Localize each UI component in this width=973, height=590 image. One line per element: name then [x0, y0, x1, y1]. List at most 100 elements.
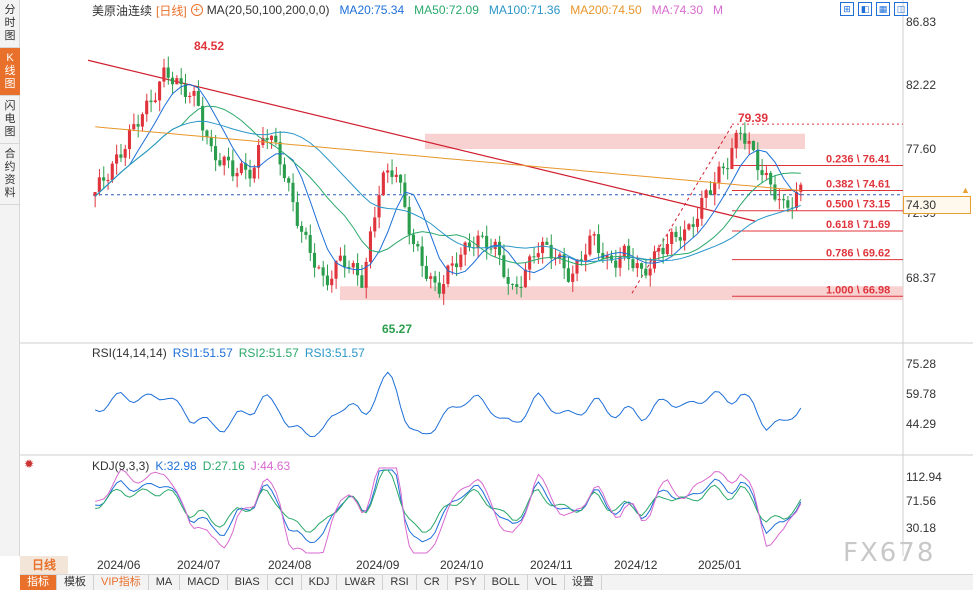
tab-settings[interactable]: 设置	[565, 575, 602, 590]
candle-body	[450, 263, 454, 266]
add-icon[interactable]: +	[190, 4, 203, 16]
candle-body	[399, 174, 403, 183]
kdj-header: KDJ(9,3,3) K:32.98 D:27.16 J:44.63	[92, 459, 290, 473]
candle-body	[325, 275, 329, 286]
candle-body	[506, 277, 510, 284]
tab-cci[interactable]: CCI	[268, 575, 302, 590]
tab-psy[interactable]: PSY	[448, 575, 485, 590]
candle-body	[166, 67, 170, 78]
side-tab-flash[interactable]: 闪电图	[0, 96, 20, 144]
candle-body	[734, 132, 738, 149]
candle-body	[209, 137, 213, 147]
tab-vip-indicator[interactable]: VIP指标	[94, 575, 149, 590]
candle-body	[334, 260, 338, 279]
tab-macd[interactable]: MACD	[180, 575, 228, 590]
candle-body	[674, 231, 678, 238]
side-tab-strip: 分时图 K线图 闪电图 合约资料	[0, 0, 20, 556]
period-tab-daily[interactable]: 日线	[20, 556, 68, 574]
candle-body	[541, 241, 545, 254]
candle-body	[312, 252, 317, 268]
grid-tool-icon[interactable]: ▦	[876, 2, 890, 16]
candle-body	[252, 167, 256, 179]
candle-body	[132, 124, 136, 130]
rsi-line	[95, 371, 802, 438]
fib-label: 0.786 \ 69.62	[826, 248, 890, 260]
tab-vol[interactable]: VOL	[528, 575, 565, 590]
low-annotation: 65.27	[382, 322, 412, 336]
watermark-logo: FX678	[843, 538, 936, 568]
m-mark: M	[713, 3, 724, 17]
candle-body	[661, 247, 665, 255]
x-axis-tick: 2024/08	[268, 558, 312, 572]
resistance-zone	[425, 133, 805, 149]
candle-body	[713, 182, 717, 195]
kdj-k-line	[95, 469, 802, 544]
candle-body	[566, 268, 570, 282]
candle-body	[644, 268, 648, 276]
candle-body	[442, 284, 446, 294]
main-axis-tick: 82.22	[906, 78, 937, 92]
candle-body	[390, 170, 394, 177]
trend-line	[87, 59, 756, 222]
ma200-value: MA200:74.50	[570, 3, 642, 17]
candle-body	[407, 207, 411, 235]
candle-body	[588, 235, 592, 255]
candle-body	[605, 255, 609, 259]
tab-indicator[interactable]: 指标	[20, 575, 57, 590]
candle-body	[476, 235, 480, 248]
tab-bias[interactable]: BIAS	[228, 575, 268, 590]
tab-boll[interactable]: BOLL	[485, 575, 528, 590]
candle-body	[411, 234, 416, 245]
candle-body	[614, 260, 618, 268]
candle-body	[571, 273, 575, 282]
high-annotation: 84.52	[194, 39, 224, 53]
candle-body	[386, 170, 390, 173]
panel-tool-icon[interactable]: ◫	[894, 2, 908, 16]
chart-canvas[interactable]: 0.236 \ 76.41 0.382 \ 74.61 0.500 \ 73.15 0…	[20, 0, 973, 556]
candle-body	[424, 265, 428, 279]
candle-body	[248, 169, 252, 179]
gear-icon[interactable]: ✹	[24, 457, 35, 471]
tab-cr[interactable]: CR	[417, 575, 448, 590]
candle-body	[639, 263, 644, 269]
candle-body	[579, 259, 583, 261]
fib-anchor-line	[631, 125, 733, 294]
tab-ma[interactable]: MA	[149, 575, 181, 590]
period-tag[interactable]: [日线]	[156, 3, 187, 18]
candle-body	[502, 255, 506, 278]
candle-body	[93, 191, 97, 197]
candle-body	[218, 160, 222, 166]
candle-body	[760, 170, 764, 176]
candle-body	[136, 124, 140, 127]
candle-body	[321, 267, 325, 276]
candle-body	[188, 95, 192, 97]
candle-body	[726, 168, 730, 170]
candle-body	[231, 160, 235, 177]
x-axis-tick: 2024/10	[440, 558, 484, 572]
tab-kdj[interactable]: KDJ	[302, 575, 338, 590]
candle-body	[420, 246, 424, 266]
ma100-value: MA100:71.36	[488, 3, 561, 17]
candle-body	[751, 140, 755, 151]
side-tab-contract-info[interactable]: 合约资料	[0, 144, 20, 205]
crosshair-tool-icon[interactable]: ⊞	[840, 2, 854, 16]
candle-body	[454, 263, 459, 268]
tab-template[interactable]: 模板	[57, 575, 94, 590]
candle-body	[123, 149, 127, 158]
side-tab-timeshare[interactable]: 分时图	[0, 0, 20, 48]
candle-body	[338, 255, 342, 261]
candle-body	[153, 100, 157, 103]
tab-rsi[interactable]: RSI	[383, 575, 417, 590]
instrument-name: 美原油连续	[92, 3, 153, 18]
candle-body	[687, 224, 691, 230]
layout-tool-icon[interactable]: ◧	[858, 2, 872, 16]
ma200-line	[95, 126, 801, 191]
x-axis-tick: 2024/06	[97, 558, 141, 572]
candle-body	[480, 235, 484, 237]
candle-body	[278, 142, 282, 165]
side-tab-kline[interactable]: K线图	[0, 48, 20, 96]
tab-lwr[interactable]: LW&R	[337, 575, 384, 590]
candle-body	[592, 234, 596, 236]
candle-body	[377, 195, 381, 218]
candle-body	[485, 235, 489, 249]
